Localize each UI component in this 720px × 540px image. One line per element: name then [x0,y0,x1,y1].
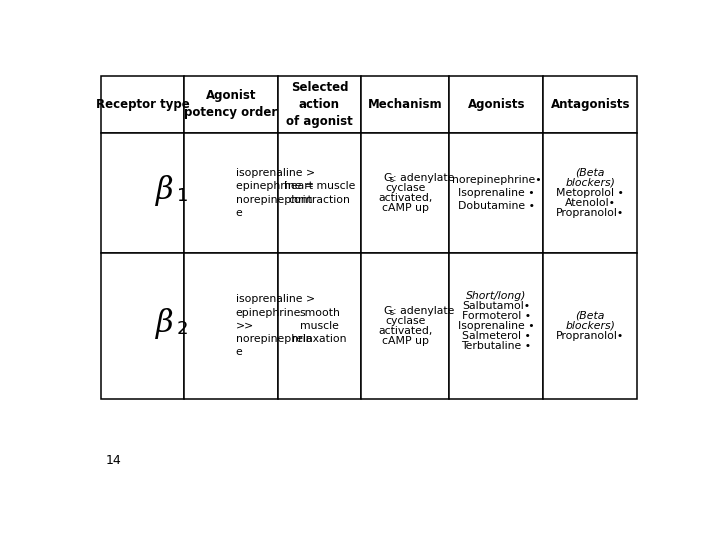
Text: Agonist
potency order: Agonist potency order [184,90,277,119]
Bar [184,76,278,133]
Bar [361,253,449,399]
Text: Formoterol •: Formoterol • [462,311,531,321]
Text: Propranolol•: Propranolol• [556,331,624,341]
Text: activated,: activated, [378,326,433,336]
Text: : adenylate: : adenylate [393,173,454,183]
Bar [449,76,544,133]
Bar [184,253,278,399]
Text: β: β [156,175,173,206]
Bar [101,76,184,133]
Text: Isoprenaline •: Isoprenaline • [458,321,535,331]
Text: Atenolol•: Atenolol• [564,198,616,208]
Bar [278,253,361,399]
Text: Terbutaline •: Terbutaline • [462,341,531,351]
Bar [361,133,449,253]
Bar [361,76,449,133]
Text: isoprenaline >
epinephrine
>>
norepinephrin
e: isoprenaline > epinephrine >> norepineph… [235,294,315,357]
Text: heart muscle
contraction: heart muscle contraction [284,181,355,205]
Text: Antagonists: Antagonists [551,98,630,111]
Text: Propranolol•: Propranolol• [556,208,624,218]
Text: Metoprolol •: Metoprolol • [557,188,624,198]
Bar [101,253,184,399]
Text: isoprenaline >
epinephrine =
norepinephrin
e: isoprenaline > epinephrine = norepinephr… [235,168,315,218]
Text: Mechanism: Mechanism [368,98,443,111]
Text: cAMP up: cAMP up [382,203,428,213]
Text: 1: 1 [177,187,189,205]
Bar [449,253,544,399]
Text: blockers): blockers) [565,321,615,331]
Text: Salbutamol•: Salbutamol• [462,301,531,311]
Text: cyclase: cyclase [385,316,426,326]
Bar [449,133,544,253]
Text: Selected
action
of agonist: Selected action of agonist [286,81,353,128]
Text: Receptor type: Receptor type [96,98,189,111]
Text: β: β [156,308,173,339]
Text: Short/long): Short/long) [466,291,526,301]
Text: (Beta: (Beta [575,311,605,321]
Text: : adenylate: : adenylate [393,306,454,316]
Text: (Beta: (Beta [575,168,605,178]
Bar [278,76,361,133]
Text: 2: 2 [177,320,189,338]
Bar [184,133,278,253]
Text: G: G [384,306,392,316]
Bar [278,133,361,253]
Text: smooth
muscle
relaxation: smooth muscle relaxation [292,308,346,344]
Bar [101,133,184,253]
Text: blockers): blockers) [565,178,615,188]
Text: Agonists: Agonists [467,98,525,111]
Bar [544,76,637,133]
Text: cyclase: cyclase [385,183,426,193]
Text: norepinephrine•
Isoprenaline •
Dobutamine •: norepinephrine• Isoprenaline • Dobutamin… [451,175,541,211]
Text: Salmeterol •: Salmeterol • [462,331,531,341]
Text: G: G [384,173,392,183]
Bar [544,133,637,253]
Text: cAMP up: cAMP up [382,336,428,346]
Text: s: s [390,176,393,185]
Text: activated,: activated, [378,193,433,203]
Bar [544,253,637,399]
Text: 14: 14 [106,454,121,467]
Text: s: s [390,308,393,317]
